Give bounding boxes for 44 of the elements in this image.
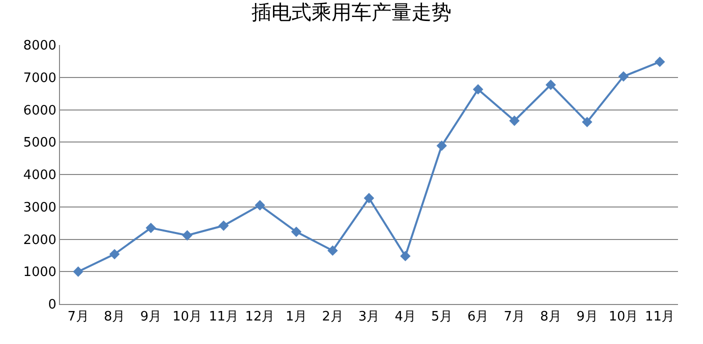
y-tick-label: 7000: [23, 70, 56, 86]
point: [254, 200, 266, 210]
point: [582, 116, 592, 128]
x-tick-label: 10月: [608, 310, 638, 325]
x-tick-label: 11月: [208, 310, 238, 325]
point: [182, 230, 192, 241]
y-tick-label: 3000: [23, 200, 56, 216]
chart-title: 插电式乘用车产量走势: [252, 0, 452, 24]
point: [436, 140, 447, 151]
x-tick-label: 3月: [358, 310, 380, 325]
point: [364, 192, 374, 204]
y-tick-label: 6000: [23, 103, 56, 118]
point: [146, 222, 156, 234]
y-tick-label: 5000: [23, 136, 56, 151]
x-tick-label: 11月: [645, 310, 675, 325]
x-tick-label: 7月: [68, 310, 89, 325]
y-tick-label: 4000: [23, 168, 56, 184]
point: [109, 248, 120, 260]
point: [72, 266, 84, 277]
y-tick-label: 8000: [23, 38, 56, 54]
x-tick-label: 9月: [576, 310, 598, 325]
x-tick-label: 8月: [540, 310, 562, 325]
x-tick-label: 7月: [504, 310, 526, 325]
y-tick-label: 2000: [23, 232, 56, 248]
x-tick-label: 4月: [394, 310, 416, 325]
x-tick-label: 1月: [286, 310, 307, 325]
x-tick-label: 5月: [431, 310, 452, 325]
y-tick-label: 1000: [23, 265, 56, 280]
point: [400, 250, 411, 262]
x-tick-label: 6月: [467, 310, 489, 325]
x-tick-label: 8月: [104, 310, 126, 325]
point: [546, 80, 556, 90]
point: [218, 220, 229, 231]
x-tick-label: 10月: [172, 310, 202, 325]
point: [327, 245, 338, 256]
point: [618, 71, 629, 82]
point: [654, 56, 666, 68]
x-tick-label: 12月: [245, 310, 275, 325]
point: [472, 84, 484, 95]
point: [291, 226, 302, 237]
point: [509, 116, 520, 126]
x-tick-label: 9月: [140, 310, 162, 325]
x-tick-label: 2月: [322, 310, 344, 325]
y-tick-label: 0: [48, 298, 56, 313]
